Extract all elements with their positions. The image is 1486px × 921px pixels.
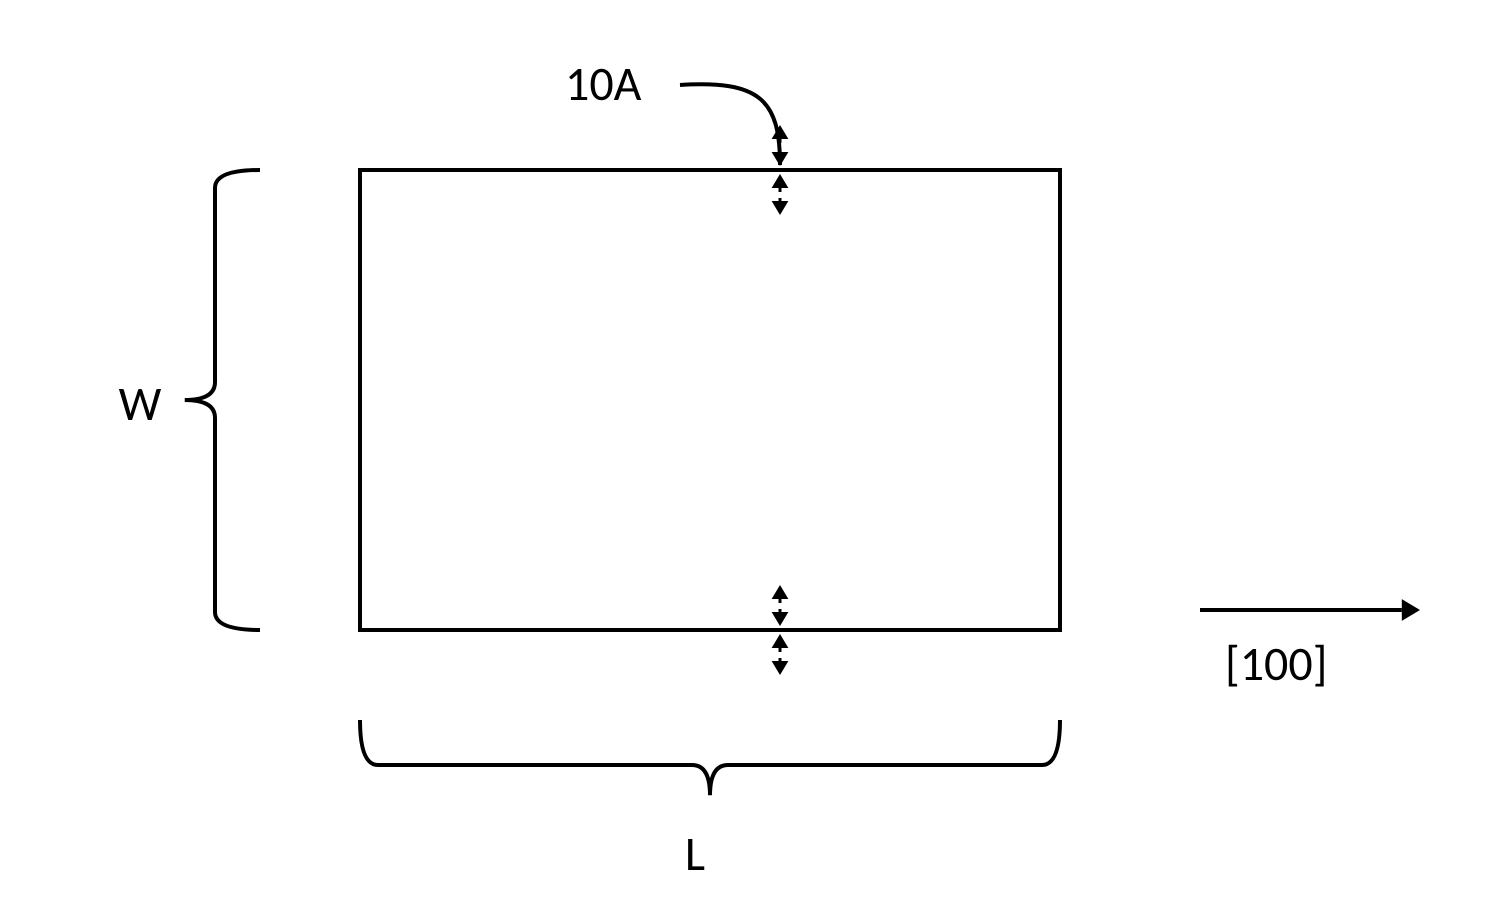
diagram-canvas: 10A W L [100] (0, 0, 1486, 921)
callout-label: 10A (565, 54, 642, 113)
width-brace (185, 170, 260, 630)
direction-arrow (1200, 599, 1420, 621)
width-label: W (119, 374, 162, 433)
rect-body (360, 170, 1060, 630)
direction-label: [100] (1225, 634, 1327, 693)
length-label: L (685, 824, 705, 883)
length-brace (360, 720, 1060, 795)
callout-leader (680, 84, 780, 165)
